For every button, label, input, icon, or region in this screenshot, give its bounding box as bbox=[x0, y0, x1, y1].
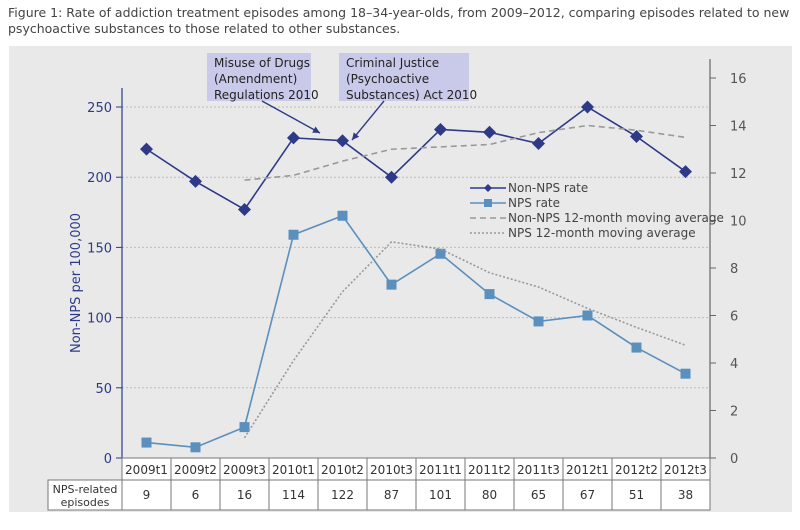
legend-label: NPS rate bbox=[508, 196, 560, 210]
data-point-square bbox=[631, 342, 642, 353]
data-point-square bbox=[582, 310, 593, 321]
right-tick-label: 4 bbox=[730, 357, 738, 372]
data-point-square bbox=[386, 279, 397, 290]
table-value: 87 bbox=[384, 488, 399, 502]
annotation-text: Regulations 2010 bbox=[214, 88, 319, 102]
category-label: 2009t1 bbox=[125, 463, 168, 477]
data-point-square bbox=[288, 229, 299, 240]
table-value: 6 bbox=[192, 488, 200, 502]
annotation-arrowhead bbox=[312, 126, 320, 133]
left-tick-label: 50 bbox=[95, 382, 112, 397]
data-point-diamond bbox=[336, 134, 349, 148]
category-label: 2009t3 bbox=[223, 463, 266, 477]
data-point-square bbox=[533, 316, 544, 327]
legend-label: Non-NPS rate bbox=[508, 181, 588, 195]
right-tick-label: 8 bbox=[730, 262, 738, 277]
annotation-text: (Amendment) bbox=[214, 72, 297, 86]
category-label: 2010t2 bbox=[321, 463, 364, 477]
annotation-text: Criminal Justice bbox=[346, 56, 439, 70]
data-point-square bbox=[239, 422, 250, 433]
category-label: 2011t3 bbox=[517, 463, 560, 477]
annotation-box bbox=[339, 53, 469, 101]
left-tick-label: 0 bbox=[104, 452, 112, 467]
right-tick-label: 2 bbox=[730, 405, 738, 420]
data-point-diamond bbox=[532, 137, 545, 151]
annotation-arrowhead bbox=[352, 132, 360, 140]
category-label: 2012t3 bbox=[664, 463, 707, 477]
right-tick-label: 16 bbox=[730, 72, 747, 87]
table-value: 101 bbox=[429, 488, 452, 502]
table-value: 114 bbox=[282, 488, 305, 502]
category-label: 2010t1 bbox=[272, 463, 315, 477]
data-point-square bbox=[435, 248, 446, 259]
data-point-diamond bbox=[140, 142, 153, 156]
y-axis-label: Non-NPS per 100,000 bbox=[69, 213, 84, 353]
table-value: 67 bbox=[580, 488, 595, 502]
legend-label: Non-NPS 12-month moving average bbox=[508, 211, 724, 225]
left-tick-label: 200 bbox=[87, 171, 112, 186]
right-tick-label: 14 bbox=[730, 120, 747, 135]
series-line-non-nps-12-month-moving-average bbox=[244, 124, 686, 181]
legend-marker bbox=[484, 184, 492, 192]
data-point-square bbox=[141, 437, 152, 448]
data-point-diamond bbox=[238, 202, 251, 216]
category-label: 2010t3 bbox=[370, 463, 413, 477]
category-label: 2011t2 bbox=[468, 463, 511, 477]
right-tick-label: 6 bbox=[730, 310, 738, 325]
table-value: 38 bbox=[678, 488, 693, 502]
annotation-arrow bbox=[351, 100, 385, 141]
category-label: 2009t2 bbox=[174, 463, 217, 477]
left-tick-label: 250 bbox=[87, 101, 112, 116]
data-point-diamond bbox=[385, 170, 398, 184]
data-point-diamond bbox=[287, 131, 300, 145]
right-tick-label: 0 bbox=[730, 452, 738, 467]
data-point-diamond bbox=[581, 100, 594, 114]
data-point-square bbox=[190, 442, 201, 453]
category-label: 2011t1 bbox=[419, 463, 462, 477]
data-point-diamond bbox=[483, 125, 496, 139]
series-line-nps-rate bbox=[146, 214, 686, 449]
legend-marker bbox=[484, 199, 492, 207]
annotation-arrow bbox=[261, 100, 321, 134]
left-tick-label: 100 bbox=[87, 312, 112, 327]
left-tick-label: 150 bbox=[87, 241, 112, 256]
annotation-box bbox=[207, 53, 311, 101]
series-line-nps-12-month-moving-average bbox=[243, 241, 686, 439]
table-value: 65 bbox=[531, 488, 546, 502]
row-label-cell bbox=[47, 479, 123, 511]
legend-label: NPS 12-month moving average bbox=[508, 226, 696, 240]
annotation-text: (Psychoactive bbox=[346, 72, 429, 86]
table-row-label: NPS-related bbox=[53, 483, 118, 496]
series-line-non-nps-rate bbox=[146, 106, 686, 211]
annotation-text: Misuse of Drugs bbox=[214, 56, 310, 70]
table-value: 80 bbox=[482, 488, 497, 502]
category-label: 2012t2 bbox=[615, 463, 658, 477]
data-point-diamond bbox=[189, 174, 202, 188]
data-point-square bbox=[484, 289, 495, 300]
data-point-square bbox=[337, 210, 348, 221]
figure-caption: Figure 1: Rate of addiction treatment ep… bbox=[8, 5, 790, 36]
data-point-square bbox=[680, 368, 691, 379]
table-row-label: episodes bbox=[61, 496, 110, 509]
category-label: 2012t1 bbox=[566, 463, 609, 477]
data-point-diamond bbox=[679, 165, 692, 179]
right-tick-label: 10 bbox=[730, 215, 747, 230]
table-value: 9 bbox=[143, 488, 151, 502]
table-value: 16 bbox=[237, 488, 252, 502]
annotation-text: Substances) Act 2010 bbox=[346, 88, 477, 102]
data-point-diamond bbox=[630, 129, 643, 143]
table-value: 122 bbox=[331, 488, 354, 502]
data-point-diamond bbox=[434, 122, 447, 136]
right-tick-label: 12 bbox=[730, 167, 747, 182]
table-value: 51 bbox=[629, 488, 644, 502]
